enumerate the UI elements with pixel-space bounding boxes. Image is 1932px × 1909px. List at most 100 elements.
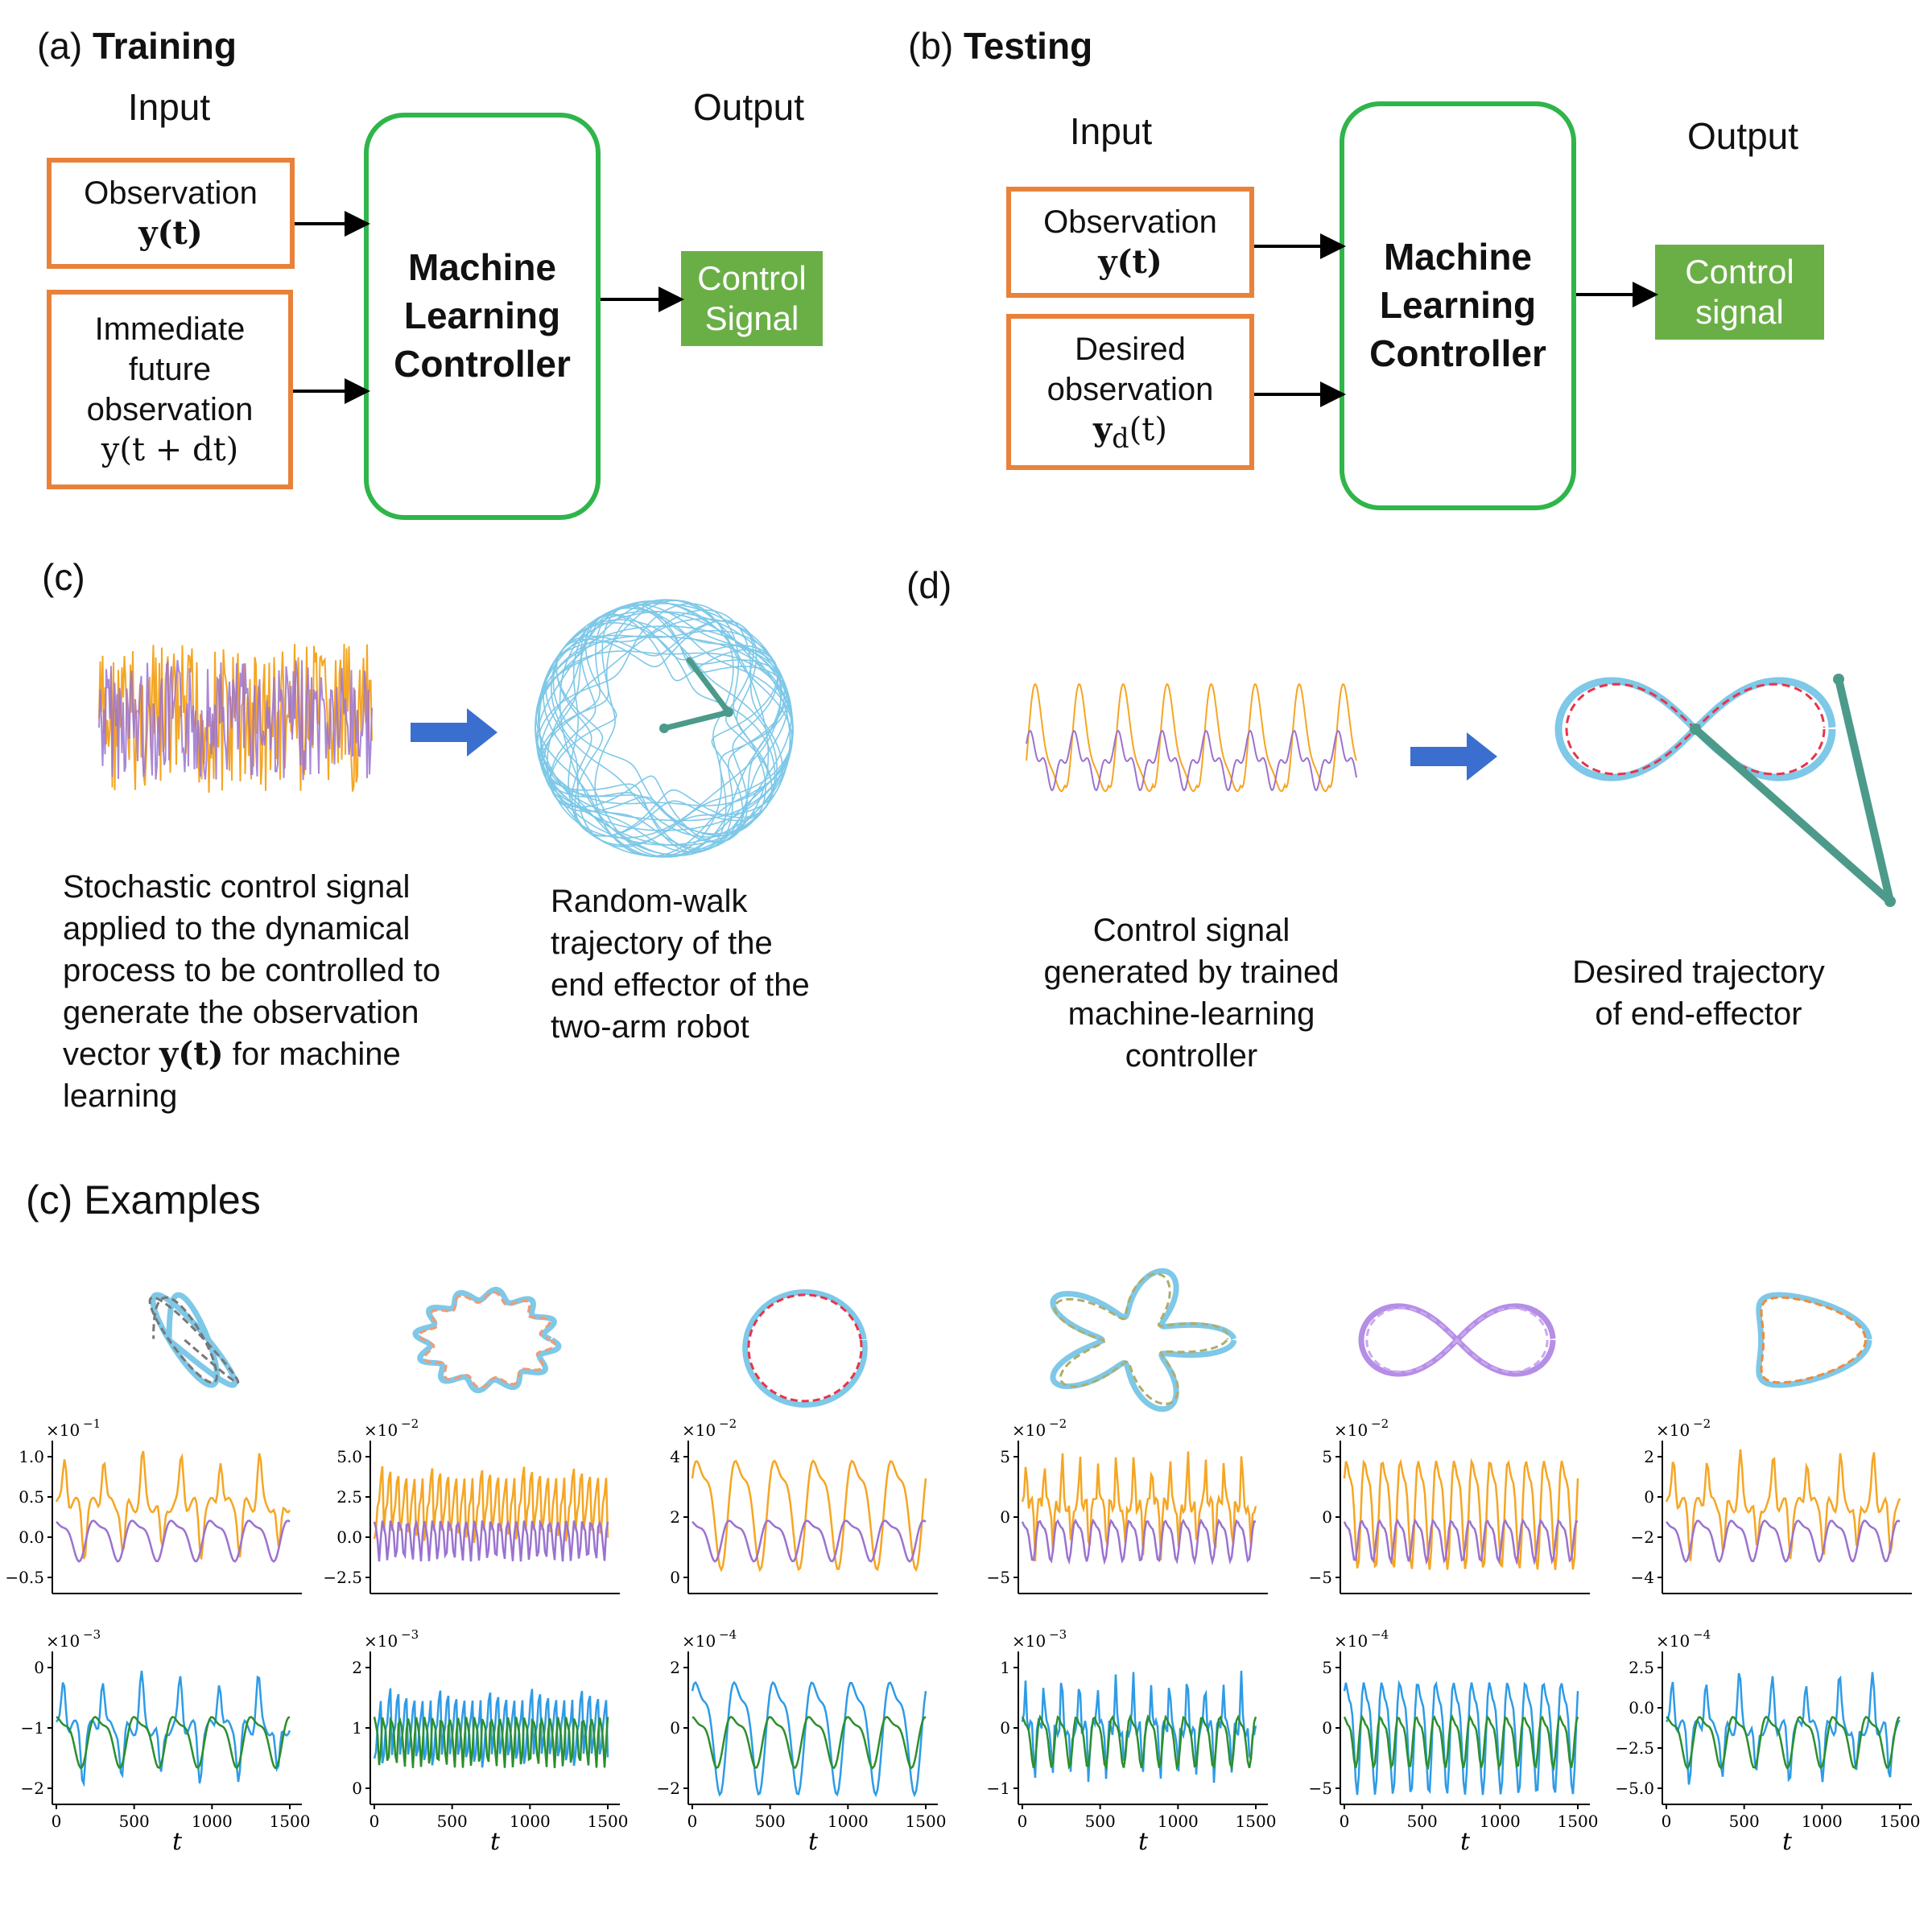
y-tick-label: −2.5 — [323, 1568, 362, 1587]
controller-line3: Controller — [1369, 332, 1546, 374]
x-tick-label: 0 — [1018, 1812, 1028, 1831]
caption-line: of end-effector — [1595, 996, 1802, 1032]
x-tick-label: 500 — [119, 1812, 150, 1831]
axis-exponent-power: −2 — [1049, 1416, 1067, 1431]
series-purple — [56, 1519, 291, 1563]
caption-line: Stochastic control signal — [63, 869, 411, 905]
random-walk-trace — [535, 599, 794, 858]
x-tick-label: 1500 — [588, 1812, 629, 1831]
series-blue — [1665, 1672, 1901, 1785]
robot-joint-base — [659, 724, 669, 733]
panel-d-caption-left: Control signal generated by trained mach… — [1022, 909, 1360, 1077]
y-tick-label: −4 — [1631, 1568, 1654, 1587]
y-tick-label: 0 — [1644, 1487, 1654, 1507]
y-tick-label: 2.5 — [336, 1487, 362, 1507]
arrow-d-shape — [1410, 732, 1497, 781]
example-trajectory-3 — [742, 1289, 868, 1408]
x-tick-label: 1000 — [1802, 1812, 1843, 1831]
example-bottom-plot-2: ×10 −3 2 1 00 500 1000 1500 t — [352, 1627, 629, 1856]
panel-d-label: (d) — [906, 564, 952, 606]
output-line1: Control — [697, 258, 807, 297]
x-tick-label: 1000 — [1480, 1812, 1521, 1831]
robot-joint-elbow — [724, 707, 733, 717]
x-axis-label: t — [1782, 1828, 1793, 1856]
caption-line: generate the observation — [63, 995, 419, 1030]
robot-arm-1 — [1691, 725, 1894, 905]
axis-exponent-power: −2 — [1371, 1416, 1389, 1431]
signal-lines — [1021, 1451, 1257, 1566]
trajectory-actual — [1756, 1292, 1872, 1388]
y-tick-label: 0 — [1322, 1718, 1332, 1738]
series-green — [1343, 1713, 1579, 1772]
x-tick-label: 0 — [687, 1812, 698, 1831]
axis-exponent: ×10 — [682, 1631, 716, 1651]
y-tick-label: −2 — [1631, 1528, 1654, 1547]
series-orange — [1021, 1451, 1257, 1561]
series-blue — [1343, 1680, 1579, 1796]
y-tick-label: −2 — [657, 1779, 680, 1798]
y-tick-label: 2.5 — [1629, 1658, 1654, 1677]
desired-line2: observation — [1046, 371, 1214, 407]
panel-a-output-box: Control Signal — [681, 251, 823, 346]
caption-line: generated by trained — [1043, 954, 1340, 990]
example-trajectory-1 — [148, 1292, 240, 1388]
y-tick-label: 0 — [670, 1718, 680, 1738]
caption-line: applied to the dynamical — [63, 911, 411, 946]
series-orange — [55, 1450, 291, 1560]
trajectory-actual — [412, 1286, 562, 1394]
panel-b-controller-box: Machine Learning Controller — [1340, 101, 1576, 510]
y-tick-label: 1 — [1000, 1658, 1010, 1677]
example-bottom-plot-5: ×10 −4 5 0 −5 0 500 1000 1500 t — [1309, 1627, 1599, 1856]
desired-math-y: y — [1093, 410, 1113, 448]
x-tick-label: 0 — [1340, 1812, 1350, 1831]
caption-line: trajectory of the — [551, 926, 773, 961]
example-top-plot-3: ×10 −2 4 2 0 — [670, 1416, 938, 1594]
axis-exponent: ×10 — [1334, 1420, 1368, 1440]
controller-line2: Learning — [1379, 284, 1537, 327]
future-math: y(t + dt) — [101, 431, 239, 468]
x-tick-label: 1500 — [1558, 1812, 1599, 1831]
y-tick-label: −1 — [987, 1779, 1010, 1798]
stochastic-signal-plot — [98, 643, 373, 793]
robot-end-effector — [1833, 674, 1844, 685]
example-trajectory-2 — [412, 1286, 562, 1394]
x-tick-label: 1500 — [270, 1812, 311, 1831]
y-tick-label: −2.5 — [1615, 1738, 1654, 1758]
series-green — [1666, 1715, 1901, 1771]
controller-line1: Machine — [407, 246, 557, 289]
y-tick-label: 2 — [670, 1507, 680, 1527]
robot-joint-base — [1690, 724, 1701, 735]
examples-grid: ×10 −1 1.0 0.5 0.0 −0.5 ×10 −3 0 −1 −2 0 500 1000 1500… — [0, 1255, 1932, 1909]
panel-b-prefix: (b) — [908, 25, 954, 67]
future-line1: Immediate — [94, 311, 246, 347]
caption-line: Desired trajectory — [1572, 954, 1825, 990]
trajectory-actual — [742, 1289, 868, 1408]
axis-exponent: ×10 — [1012, 1631, 1046, 1651]
caption-line: end effector of the — [551, 967, 810, 1003]
observation-label: Observation — [1043, 204, 1217, 240]
series-purple — [691, 1519, 927, 1563]
y-tick-label: 0.5 — [19, 1487, 44, 1507]
x-tick-label: 1000 — [1158, 1812, 1199, 1831]
series-orange — [691, 1459, 927, 1573]
x-tick-label: 0 — [369, 1812, 380, 1831]
x-tick-label: 1000 — [510, 1812, 551, 1831]
arrow-c-shape — [411, 708, 497, 757]
signal-lines — [1343, 1680, 1579, 1796]
x-axis-label: t — [808, 1828, 819, 1856]
trajectory-desired — [148, 1296, 240, 1384]
x-tick-label: 1000 — [828, 1812, 869, 1831]
examples-title: (c) Examples — [26, 1177, 261, 1223]
panel-a-input-title: Input — [127, 86, 211, 128]
x-tick-label: 500 — [1729, 1812, 1760, 1831]
signal-lines — [1021, 1671, 1257, 1783]
panel-c-caption-left: Stochastic control signal applied to the… — [63, 866, 440, 1117]
series-blue — [1021, 1671, 1257, 1783]
caption-line: machine-learning — [1067, 996, 1315, 1032]
robot-joint-elbow — [1885, 896, 1896, 907]
y-tick-label: 5 — [1000, 1447, 1010, 1466]
panel-b-input-title: Input — [1069, 110, 1153, 152]
y-tick-label: 5.0 — [336, 1447, 362, 1466]
caption-line: two-arm robot — [551, 1009, 749, 1045]
